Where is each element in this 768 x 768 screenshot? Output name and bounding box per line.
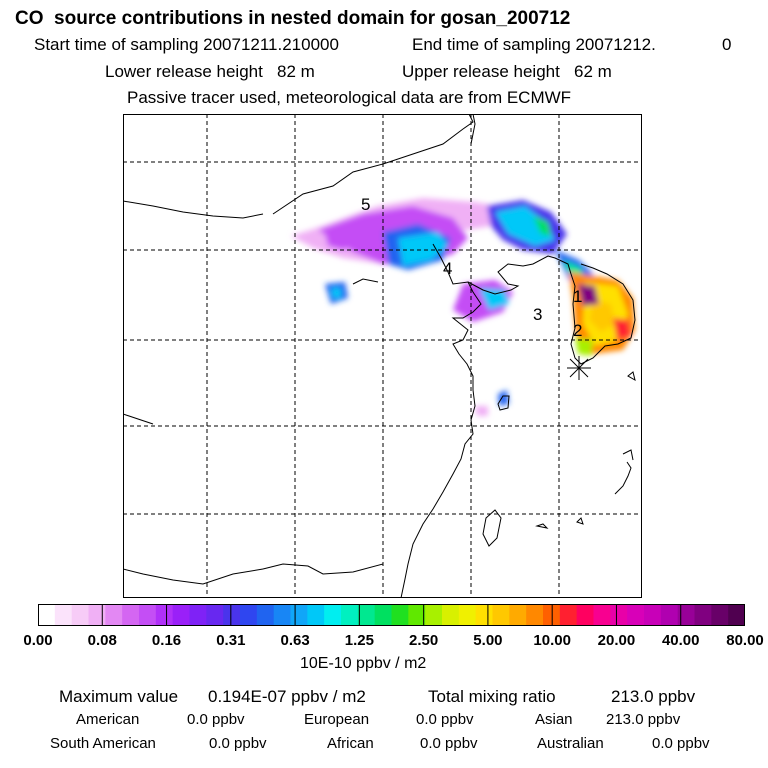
lower-release-height: Lower release height 82 m <box>105 62 315 81</box>
source-value-south-american: 0.0 ppbv <box>209 735 267 752</box>
map-frame <box>123 114 642 598</box>
colorbar-tick-label: 0.00 <box>23 632 53 649</box>
colorbar-cell <box>408 604 426 626</box>
colorbar-tick-label: 80.00 <box>726 632 764 649</box>
colorbar-tick-label: 5.00 <box>473 632 503 649</box>
source-value-african: 0.0 ppbv <box>420 735 478 752</box>
colorbar-cell <box>526 604 544 626</box>
colorbar-cell <box>458 604 477 626</box>
colorbar-cell <box>54 604 73 626</box>
colorbar-cell <box>728 604 745 626</box>
colorbar-cell <box>509 604 527 626</box>
max-value: 0.194E-07 ppbv / m2 <box>208 687 366 706</box>
lat-lon-grid <box>123 114 642 598</box>
colorbar-cell <box>576 604 595 626</box>
colorbar-cell <box>610 604 628 626</box>
colorbar-cell <box>105 604 123 626</box>
colorbar-cell <box>425 604 443 626</box>
source-value-american: 0.0 ppbv <box>187 711 245 728</box>
colorbar-cell <box>172 604 191 626</box>
total-mixing-label: Total mixing ratio <box>428 687 556 706</box>
colorbar-tick-label: 10.00 <box>533 632 571 649</box>
map-panel: 1 2 3 4 5 <box>123 114 642 598</box>
colorbar-cell <box>341 604 359 626</box>
source-name-african: African <box>327 735 374 752</box>
colorbar-cell <box>155 604 174 626</box>
plot-title: CO source contributions in nested domain… <box>15 8 571 29</box>
colorbar-cell <box>492 604 510 626</box>
source-value-european: 0.0 ppbv <box>416 711 474 728</box>
coastline <box>123 114 636 598</box>
colorbar-tick-label: 0.08 <box>87 632 117 649</box>
colorbar-cell <box>273 604 292 626</box>
source-name-australian: Australian <box>537 735 604 752</box>
total-mixing-value: 213.0 ppbv <box>611 687 696 706</box>
colorbar-cell <box>711 604 729 626</box>
colorbar-cell <box>206 604 224 626</box>
colorbar-cell <box>627 604 645 626</box>
colorbar-cell <box>139 604 157 626</box>
end-time-label: End time of sampling 20071212. <box>412 35 656 54</box>
max-value-label: Maximum value <box>59 687 179 706</box>
tracer-note: Passive tracer used, meteorological data… <box>127 88 572 107</box>
region-label-5: 5 <box>361 195 370 214</box>
region-label-3: 3 <box>533 305 542 324</box>
colorbar-cell <box>38 604 56 626</box>
colorbar-cell <box>677 604 696 626</box>
start-time-label: Start time of sampling 20071211.210000 <box>34 35 339 54</box>
colorbar-cell <box>324 604 342 626</box>
end-time-suffix: 0 <box>722 35 732 54</box>
colorbar-cell <box>374 604 393 626</box>
colorbar <box>38 604 745 626</box>
colorbar-cell <box>71 604 90 626</box>
colorbar-unit: 10E-10 ppbv / m2 <box>300 655 427 672</box>
region-label-2: 2 <box>573 321 582 340</box>
colorbar-cell <box>290 604 308 626</box>
colorbar-cell <box>307 604 325 626</box>
colorbar-cell <box>223 604 241 626</box>
colorbar-tick-label: 1.25 <box>344 632 374 649</box>
colorbar-cell <box>644 604 662 626</box>
colorbar-cell <box>593 604 611 626</box>
region-label-4: 4 <box>443 259 452 278</box>
colorbar-tick-label: 0.31 <box>216 632 246 649</box>
star-icon <box>567 356 591 380</box>
colorbar-cell <box>694 604 712 626</box>
concentration-field <box>291 198 635 416</box>
region-label-1: 1 <box>573 287 582 306</box>
source-value-asian: 213.0 ppbv <box>606 711 681 728</box>
colorbar-cell <box>391 604 409 626</box>
colorbar-tick-label: 40.00 <box>661 632 700 649</box>
colorbar-cell <box>475 604 494 626</box>
colorbar-cell <box>189 604 207 626</box>
colorbar-cell <box>442 604 460 626</box>
source-name-south-american: South American <box>50 735 156 752</box>
upper-release-height: Upper release height 62 m <box>402 62 612 81</box>
colorbar-cell <box>240 604 258 626</box>
colorbar-cell <box>122 604 140 626</box>
source-value-australian: 0.0 ppbv <box>652 735 710 752</box>
colorbar-cell <box>88 604 106 626</box>
colorbar-cell <box>660 604 679 626</box>
colorbar-tick-label: 20.00 <box>597 632 636 649</box>
colorbar-tick-label: 2.50 <box>409 632 439 649</box>
source-name-european: European <box>304 711 370 728</box>
colorbar-tick-label: 0.16 <box>151 632 182 649</box>
colorbar-cell <box>559 604 578 626</box>
colorbar-tick-label: 0.63 <box>280 632 310 649</box>
colorbar-cell <box>357 604 376 626</box>
source-name-asian: Asian <box>535 711 573 728</box>
source-name-american: American <box>76 711 140 728</box>
colorbar-cell <box>256 604 275 626</box>
